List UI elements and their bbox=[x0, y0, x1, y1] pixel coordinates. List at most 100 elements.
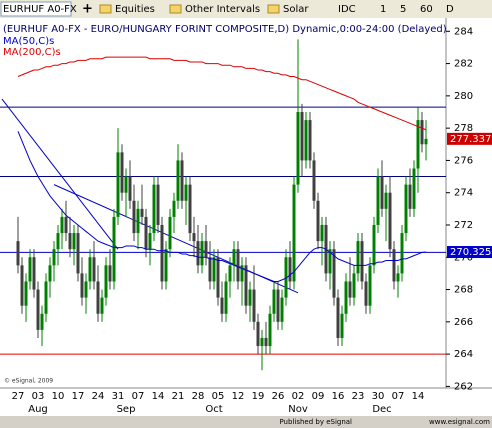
candle-body bbox=[292, 184, 296, 282]
ma-line bbox=[17, 131, 427, 282]
candle-body bbox=[148, 233, 152, 250]
chart-area bbox=[0, 18, 492, 416]
candle-body bbox=[388, 192, 392, 250]
candle-body bbox=[232, 249, 236, 266]
candle-body bbox=[196, 241, 200, 266]
candle-body bbox=[52, 249, 56, 266]
toolbar-item[interactable]: Equities bbox=[115, 4, 155, 15]
x-tick-label: 10 bbox=[52, 391, 65, 402]
y-tick-label: 274 bbox=[454, 188, 473, 199]
candle-body bbox=[400, 233, 404, 274]
candle-body bbox=[288, 257, 292, 282]
candle-body bbox=[396, 273, 400, 282]
y-tick-label: 278 bbox=[454, 123, 473, 134]
candle-body bbox=[180, 160, 184, 201]
candle-body bbox=[252, 289, 256, 322]
footer-left: Published by eSignal bbox=[279, 418, 352, 426]
symbol[interactable]: EURHUF A0-FX bbox=[3, 4, 77, 15]
toolbar-item[interactable]: 1 bbox=[380, 4, 386, 15]
y-tick-label: 262 bbox=[454, 381, 473, 392]
candle-body bbox=[80, 273, 84, 298]
x-tick-label: 03 bbox=[32, 391, 45, 402]
legend-entry: MA(50,C)s bbox=[3, 36, 54, 47]
candle-body bbox=[404, 184, 408, 234]
candle-body bbox=[216, 257, 220, 298]
candle-body bbox=[368, 265, 372, 306]
candle-body bbox=[240, 265, 244, 282]
candle-body bbox=[244, 265, 248, 306]
candle-body bbox=[28, 257, 32, 282]
x-tick-label: 05 bbox=[212, 391, 225, 402]
toolbar bbox=[0, 0, 492, 18]
candle-body bbox=[336, 297, 340, 338]
x-tick-label: 16 bbox=[332, 391, 345, 402]
candle-body bbox=[340, 313, 344, 338]
toolbar-item[interactable]: 60 bbox=[420, 4, 433, 15]
candle-body bbox=[108, 265, 112, 282]
x-tick-label: 17 bbox=[72, 391, 85, 402]
x-tick-label: 28 bbox=[192, 391, 205, 402]
candle-body bbox=[416, 120, 420, 169]
candle-body bbox=[104, 265, 108, 298]
candle-body bbox=[356, 241, 360, 274]
folder-icon bbox=[169, 4, 182, 14]
candle-body bbox=[220, 297, 224, 314]
candle-body bbox=[376, 176, 380, 225]
candle-body bbox=[24, 281, 28, 306]
candle-body bbox=[328, 249, 332, 274]
x-tick-label: 12 bbox=[232, 391, 245, 402]
candle-body bbox=[76, 233, 80, 274]
candle-body bbox=[160, 224, 164, 282]
y-tick-label: 268 bbox=[454, 285, 473, 296]
candle-body bbox=[200, 241, 204, 266]
y-tick-label: 266 bbox=[454, 317, 473, 328]
candle-body bbox=[100, 297, 104, 314]
candle-body bbox=[88, 257, 92, 282]
x-tick-label: 30 bbox=[372, 391, 385, 402]
candle-body bbox=[248, 289, 252, 306]
candle-body bbox=[260, 337, 264, 347]
candle-body bbox=[412, 168, 416, 209]
candle-body bbox=[60, 216, 64, 234]
candle-body bbox=[316, 200, 320, 242]
candle-body bbox=[92, 257, 96, 282]
candle-body bbox=[68, 233, 72, 250]
price-tag-label: 277.337 bbox=[450, 134, 491, 145]
candle-body bbox=[188, 184, 192, 234]
footer bbox=[0, 416, 492, 428]
candle-body bbox=[20, 265, 24, 306]
candle-body bbox=[384, 192, 388, 209]
x-tick-label: 07 bbox=[392, 391, 405, 402]
candle-body bbox=[144, 216, 148, 250]
candle-body bbox=[256, 321, 260, 347]
candle-body bbox=[84, 281, 88, 298]
candle-body bbox=[192, 233, 196, 242]
toolbar-item[interactable]: 5 bbox=[400, 4, 406, 15]
x-tick-label: 21 bbox=[172, 391, 185, 402]
candle-body bbox=[348, 281, 352, 298]
candle-body bbox=[312, 160, 316, 201]
month-label: Aug bbox=[28, 404, 48, 415]
toolbar-item[interactable]: D bbox=[446, 4, 454, 15]
toolbar-item[interactable]: Other Intervals bbox=[185, 4, 260, 15]
y-tick-label: 276 bbox=[454, 155, 473, 166]
price-tag bbox=[447, 246, 492, 259]
candle-body bbox=[204, 241, 208, 258]
candle-body bbox=[208, 257, 212, 282]
toolbar-item[interactable]: IDC bbox=[338, 4, 356, 15]
candle-body bbox=[72, 233, 76, 250]
y-tick-label: 264 bbox=[454, 349, 473, 360]
toolbar-item[interactable]: Solar bbox=[283, 4, 309, 15]
month-label: Dec bbox=[372, 404, 391, 415]
month-label: Sep bbox=[117, 404, 136, 415]
symbol-box[interactable] bbox=[0, 1, 72, 17]
candle-body bbox=[224, 281, 228, 314]
add-button[interactable]: + bbox=[82, 2, 93, 17]
candle-body bbox=[352, 273, 356, 298]
x-tick-label: 24 bbox=[92, 391, 105, 402]
candle-body bbox=[64, 216, 68, 234]
candle-body bbox=[120, 152, 124, 193]
x-tick-label: 09 bbox=[312, 391, 325, 402]
footer-right: www.esignal.com bbox=[429, 418, 490, 426]
